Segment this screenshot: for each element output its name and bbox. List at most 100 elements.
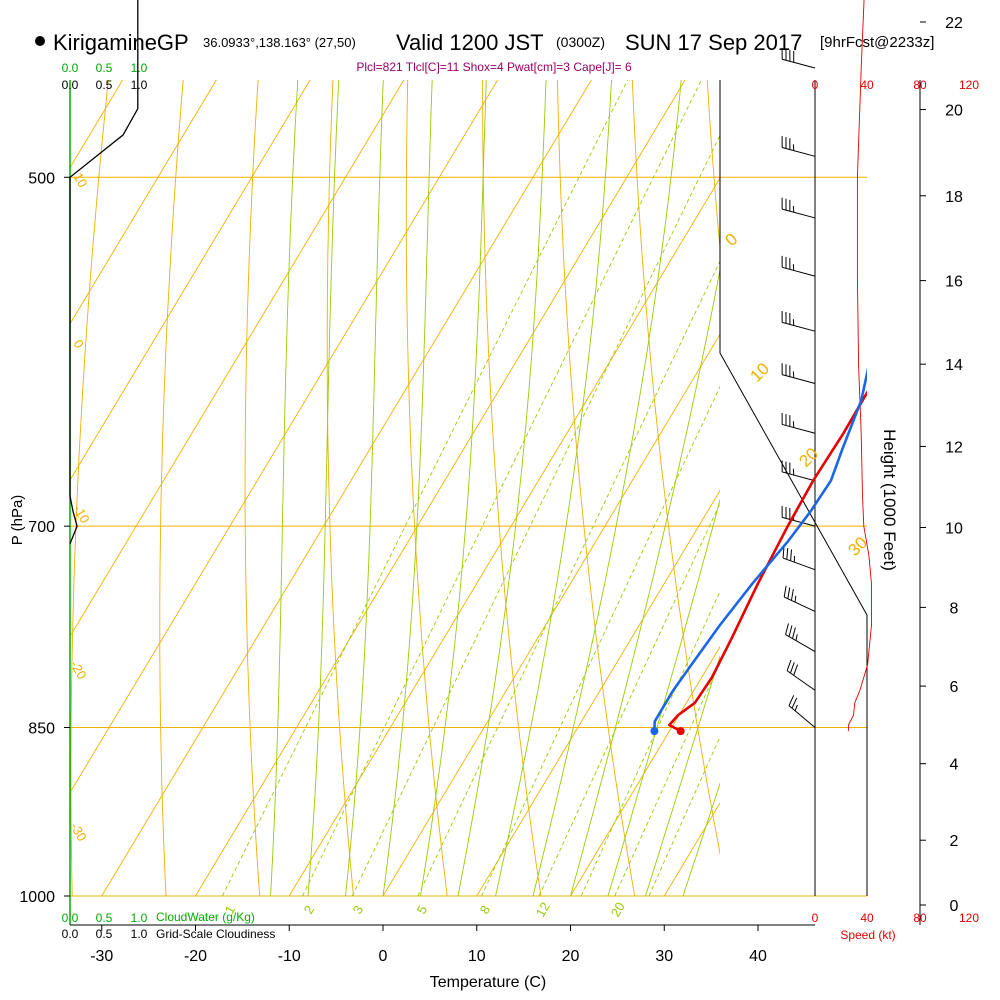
speed-tick-label-bottom: 120: [959, 911, 979, 925]
dry-adiabat-line: [631, 80, 720, 856]
wind-barb-full: [782, 546, 785, 559]
wind-barb: [781, 197, 816, 219]
isotherm-line: [0, 0, 308, 896]
dry-adiabat-line: [244, 80, 261, 896]
moist-adiabat-line: [270, 80, 299, 896]
wind-barb-staff: [782, 321, 816, 332]
wind-barb-full: [788, 625, 793, 637]
wind-barb-staff: [782, 208, 816, 219]
wind-barb-staff: [782, 266, 816, 277]
speed-axis-title: Speed (kt): [840, 928, 895, 942]
wind-barb-staff: [782, 374, 816, 384]
cloudiness-tick-top: 1.0: [131, 78, 148, 92]
height-tick-label: 20: [945, 103, 963, 120]
wind-barb-staff: [782, 423, 816, 434]
wind-barb-full: [786, 548, 789, 560]
moist-adiabat-line: [570, 267, 720, 896]
wind-barb-full: [783, 585, 787, 598]
wind-barb: [781, 413, 816, 434]
temperature-line: [668, 390, 867, 733]
height-tick-label: 2: [950, 833, 959, 850]
pressure-tick-label: 700: [28, 519, 55, 536]
height-tick-label: 0: [950, 898, 959, 915]
wind-barb-staff: [783, 596, 816, 612]
pressure-tick-label: 1000: [19, 889, 55, 906]
wind-barb-staff: [782, 58, 816, 69]
isotherm-line: [70, 80, 499, 794]
dewpoint-surface-point: [650, 727, 659, 736]
station-name: KirigamineGP: [53, 30, 189, 55]
x-axis-title: Temperature (C): [430, 974, 546, 991]
cloud-water-tick-top: 1.0: [131, 61, 148, 75]
wind-barb-full: [786, 659, 792, 671]
stability-indices: Plcl=821 Tlcl[C]=11 Shox=4 Pwat[cm]=3 Ca…: [356, 60, 632, 74]
wind-barb-full: [790, 589, 794, 601]
dry-adiabat-line: [557, 80, 636, 896]
mixing-ratio-label: 3: [350, 903, 367, 917]
isotherm-label: 0: [721, 230, 741, 250]
wind-barb-full: [785, 623, 789, 635]
wind-barb-staff: [785, 634, 816, 653]
height-tick-label: 22: [945, 15, 963, 32]
moist-adiabat-line: [345, 80, 384, 896]
wind-barb-staff: [782, 471, 816, 482]
height-tick-label: 10: [945, 521, 963, 538]
valid-date: SUN 17 Sep 2017: [625, 30, 802, 55]
isotherm-line: [382, 333, 720, 896]
moist-adiabat-line: [420, 80, 487, 896]
wind-barb-half: [794, 595, 797, 603]
moist-adiabats: [270, 80, 720, 896]
cloud-water-tick-bottom: 1.0: [131, 911, 148, 925]
mixing-ratio-lines: [221, 80, 720, 896]
wind-barb: [782, 546, 816, 571]
cloud-water-title: CloudWater (g/Kg): [156, 910, 255, 924]
moist-adiabat-line: [307, 80, 340, 896]
cloudiness-tick-bottom: 0.5: [96, 927, 113, 941]
cloudiness-profile: [69, 0, 139, 545]
x-tick-label: 0: [379, 948, 388, 965]
speed-tick-label-top: 120: [959, 78, 979, 92]
pressure-tick-label: 500: [28, 170, 55, 187]
wind-barb-staff: [782, 516, 816, 527]
x-tick-label: 10: [468, 948, 486, 965]
dry-adiabat-line: [159, 80, 184, 896]
dry-adiabat-line: [892, 0, 1000, 947]
wind-barb-full: [790, 549, 793, 561]
dry-adiabat-line: [482, 80, 542, 896]
mixing-ratio-line: [417, 260, 720, 896]
x-tick-label: -20: [184, 948, 207, 965]
cloudiness-tick-bottom: 1.0: [131, 927, 148, 941]
isotherm-line: [570, 645, 720, 896]
height-tick-label: 8: [950, 600, 959, 617]
wind-barb: [781, 255, 816, 277]
valid-time: Valid 1200 JST: [396, 30, 544, 55]
mixing-ratio-label: 5: [414, 903, 431, 917]
wind-barb: [781, 310, 816, 332]
mixing-ratio-label: 2: [301, 903, 318, 917]
x-tick-label: -30: [90, 948, 113, 965]
wind-barb-staff: [788, 705, 816, 728]
cloudiness-line: [69, 0, 139, 545]
isotherm-line: [70, 80, 311, 482]
mixing-ratio-line: [614, 661, 720, 896]
height-tick-label: 6: [950, 679, 959, 696]
wind-barb-half: [795, 634, 798, 641]
mixing-ratio-line: [538, 502, 720, 896]
moist-adiabat-line: [382, 80, 433, 896]
isotherm-label: 10: [746, 359, 773, 386]
height-axis-title: Height (1000 Feet): [880, 429, 899, 571]
isotherm-line: [70, 80, 405, 638]
x-tick-label: 30: [655, 948, 673, 965]
wind-barb: [781, 363, 816, 384]
mixing-ratio-line: [648, 735, 720, 896]
wind-barb: [783, 585, 816, 612]
isotherm-line: [758, 0, 1000, 896]
x-tick-label: -10: [278, 948, 301, 965]
x-tick-label: 40: [749, 948, 767, 965]
mixing-ratio-line: [302, 80, 702, 896]
moist-adiabat-line: [607, 498, 720, 896]
speed-tick-label-top: 80: [913, 78, 927, 92]
wind-barb: [786, 659, 816, 691]
